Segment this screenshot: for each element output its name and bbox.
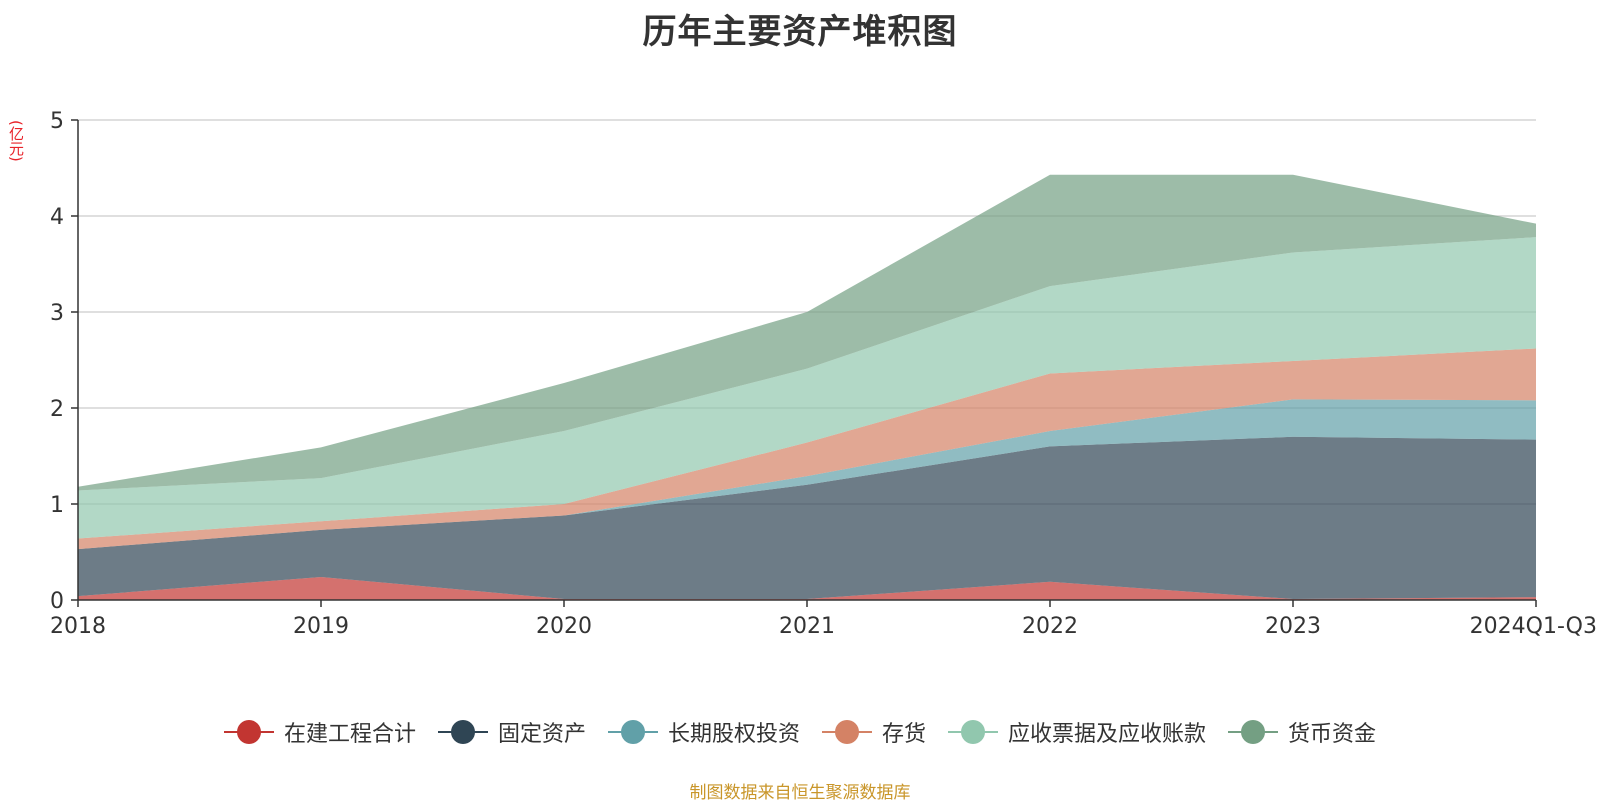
area-series-1 xyxy=(78,436,1536,600)
y-axis-unit: (亿元) xyxy=(7,120,25,162)
area-series xyxy=(78,174,1536,600)
x-tick-label-0: 2018 xyxy=(50,614,106,639)
legend-label: 存货 xyxy=(882,722,927,747)
legend-marker-icon xyxy=(948,719,999,745)
y-tick-label-1: 1 xyxy=(50,493,64,518)
y-tick-label-5: 5 xyxy=(50,109,64,134)
area-series-3 xyxy=(78,348,1536,550)
y-tick-label-2: 2 xyxy=(50,397,64,422)
y-tick-label-4: 4 xyxy=(50,205,64,230)
legend-item-0[interactable]: 在建工程合计 xyxy=(223,716,416,748)
legend-marker-icon xyxy=(1228,719,1279,745)
legend-label: 长期股权投资 xyxy=(667,722,800,747)
legend-item-5[interactable]: 货币资金 xyxy=(1228,716,1376,748)
legend-marker-icon xyxy=(607,719,658,745)
legend-label: 固定资产 xyxy=(497,722,586,747)
legend-item-1[interactable]: 固定资产 xyxy=(437,716,586,748)
y-tick-labels: 0 1 2 3 4 5 xyxy=(50,109,64,614)
area-series-2 xyxy=(78,399,1536,550)
legend-marker-icon xyxy=(437,719,488,745)
x-tick-label-4: 2022 xyxy=(1022,614,1078,639)
x-tick-label-6: 2024Q1-Q3 xyxy=(1470,614,1597,639)
legend-item-2[interactable]: 长期股权投资 xyxy=(607,716,800,748)
x-tick-label-3: 2021 xyxy=(779,614,835,639)
legend-marker-icon xyxy=(822,719,872,745)
x-tick-label-5: 2023 xyxy=(1265,614,1321,639)
legend-item-4[interactable]: 应收票据及应收账款 xyxy=(948,716,1206,748)
y-tick-label-3: 3 xyxy=(50,301,64,326)
area-series-5 xyxy=(78,174,1536,491)
stacked-area-chart: 0 1 2 3 4 5 2018 2019 2020 2021 2022 2023 2024Q1-Q3 xyxy=(50,109,1597,639)
x-tick-label-1: 2019 xyxy=(293,614,349,639)
legend-label: 应收票据及应收账款 xyxy=(1008,722,1207,747)
legend-label: 货币资金 xyxy=(1288,722,1377,747)
axes xyxy=(71,119,1537,607)
x-tick-label-2: 2020 xyxy=(536,614,592,639)
legend-label: 在建工程合计 xyxy=(283,722,416,747)
y-tick-label-0: 0 xyxy=(50,589,64,614)
area-series-4 xyxy=(78,237,1536,539)
legend-marker-icon xyxy=(223,719,274,745)
legend-item-3[interactable]: 存货 xyxy=(822,716,926,748)
legend: 在建工程合计 固定资产 长期股权投资 存货 应收票据及应收账款 货币资金 xyxy=(0,716,1600,748)
data-source-note: 制图数据来自恒生聚源数据库 xyxy=(689,783,911,803)
area-series-0 xyxy=(78,576,1536,600)
x-tick-labels: 2018 2019 2020 2021 2022 2023 2024Q1-Q3 xyxy=(50,614,1597,639)
chart-title: 历年主要资产堆积图 xyxy=(642,12,958,52)
